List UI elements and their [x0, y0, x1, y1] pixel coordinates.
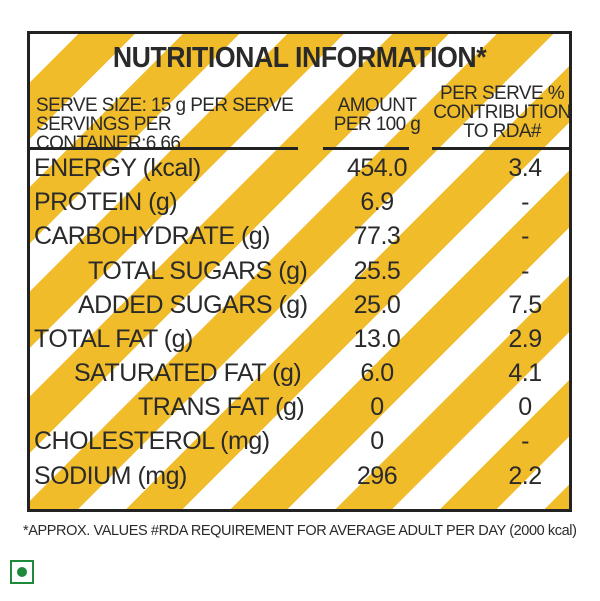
- nutrient-row-protein: PROTEIN (g) 6.9 -: [30, 185, 569, 219]
- nutrient-name: ENERGY (kcal): [34, 154, 201, 182]
- nutrient-rda: -: [521, 222, 529, 250]
- amount-header-line1: AMOUNT: [337, 95, 417, 116]
- nutrient-name: TOTAL SUGARS (g): [88, 257, 308, 285]
- nutrient-name: TRANS FAT (g): [138, 393, 305, 421]
- nutrient-name: CARBOHYDRATE (g): [34, 222, 271, 250]
- nutrient-amount: 77.3: [353, 222, 401, 250]
- nutrient-row-total-sugars: TOTAL SUGARS (g) 25.5 -: [30, 254, 569, 288]
- nutrient-rda: 2.2: [508, 462, 542, 490]
- header-divider-right: [432, 147, 569, 150]
- header-divider-left: [30, 147, 298, 150]
- header-divider-mid: [323, 147, 409, 150]
- nutrient-rda: 3.4: [508, 154, 542, 182]
- nutrient-row-trans-fat: TRANS FAT (g) 0 0: [30, 390, 569, 424]
- rda-header: PER SERVE % CONTRIBUTION TO RDA#: [432, 83, 571, 142]
- nutrient-amount: 296: [356, 462, 398, 490]
- nutrient-name: CHOLESTEROL (mg): [34, 427, 270, 455]
- serve-size: SERVE SIZE: 15 g PER SERVE: [36, 95, 294, 116]
- nutrient-row-total-fat: TOTAL FAT (g) 13.0 2.9: [30, 322, 569, 356]
- nutrition-panel: NUTRITIONAL INFORMATION* SERVE SIZE: 15 …: [27, 31, 572, 512]
- nutrient-amount: 13.0: [353, 325, 401, 353]
- nutrient-name: SODIUM (mg): [34, 462, 187, 490]
- nutrient-amount: 0: [370, 393, 384, 421]
- nutrient-rda: -: [521, 188, 529, 216]
- amount-header-line2: PER 100 g: [333, 114, 421, 135]
- nutrient-row-cholesterol: CHOLESTEROL (mg) 0 -: [30, 424, 569, 458]
- nutrient-name: PROTEIN (g): [34, 188, 178, 216]
- nutrient-row-added-sugars: ADDED SUGARS (g) 25.0 7.5: [30, 288, 569, 322]
- veg-symbol-icon: [10, 560, 34, 584]
- rda-header-line2: CONTRIBUTION: [433, 102, 571, 123]
- nutrient-row-carbohydrate: CARBOHYDRATE (g) 77.3 -: [30, 219, 569, 253]
- nutrient-rda: 7.5: [508, 291, 542, 319]
- nutrient-name: TOTAL FAT (g): [34, 325, 193, 353]
- nutrient-rda: -: [521, 427, 529, 455]
- nutrient-rda: 2.9: [508, 325, 542, 353]
- panel-title: NUTRITIONAL INFORMATION*: [112, 42, 487, 74]
- serve-info: SERVE SIZE: 15 g PER SERVE SERVINGS PER …: [36, 96, 316, 153]
- nutrient-amount: 6.9: [360, 188, 394, 216]
- nutrient-amount: 25.5: [353, 257, 401, 285]
- rda-header-line1: PER SERVE %: [440, 83, 565, 104]
- nutrient-row-sodium: SODIUM (mg) 296 2.2: [30, 459, 569, 493]
- nutrient-row-saturated-fat: SATURATED FAT (g) 6.0 4.1: [30, 356, 569, 390]
- amount-header: AMOUNT PER 100 g: [322, 96, 432, 134]
- nutrient-name: SATURATED FAT (g): [74, 359, 302, 387]
- nutrient-rda: -: [521, 257, 529, 285]
- nutrient-amount: 454.0: [346, 154, 408, 182]
- nutrient-rda: 0: [518, 393, 532, 421]
- veg-symbol-dot: [17, 567, 27, 577]
- nutrient-rda: 4.1: [508, 359, 542, 387]
- footnote: *APPROX. VALUES #RDA REQUIREMENT FOR AVE…: [23, 523, 577, 539]
- nutrient-row-energy: ENERGY (kcal) 454.0 3.4: [30, 151, 569, 185]
- rda-header-line3: TO RDA#: [463, 121, 541, 142]
- nutrient-amount: 6.0: [360, 359, 394, 387]
- nutrient-name: ADDED SUGARS (g): [78, 291, 308, 319]
- nutrient-amount: 0: [370, 427, 384, 455]
- nutrient-amount: 25.0: [353, 291, 401, 319]
